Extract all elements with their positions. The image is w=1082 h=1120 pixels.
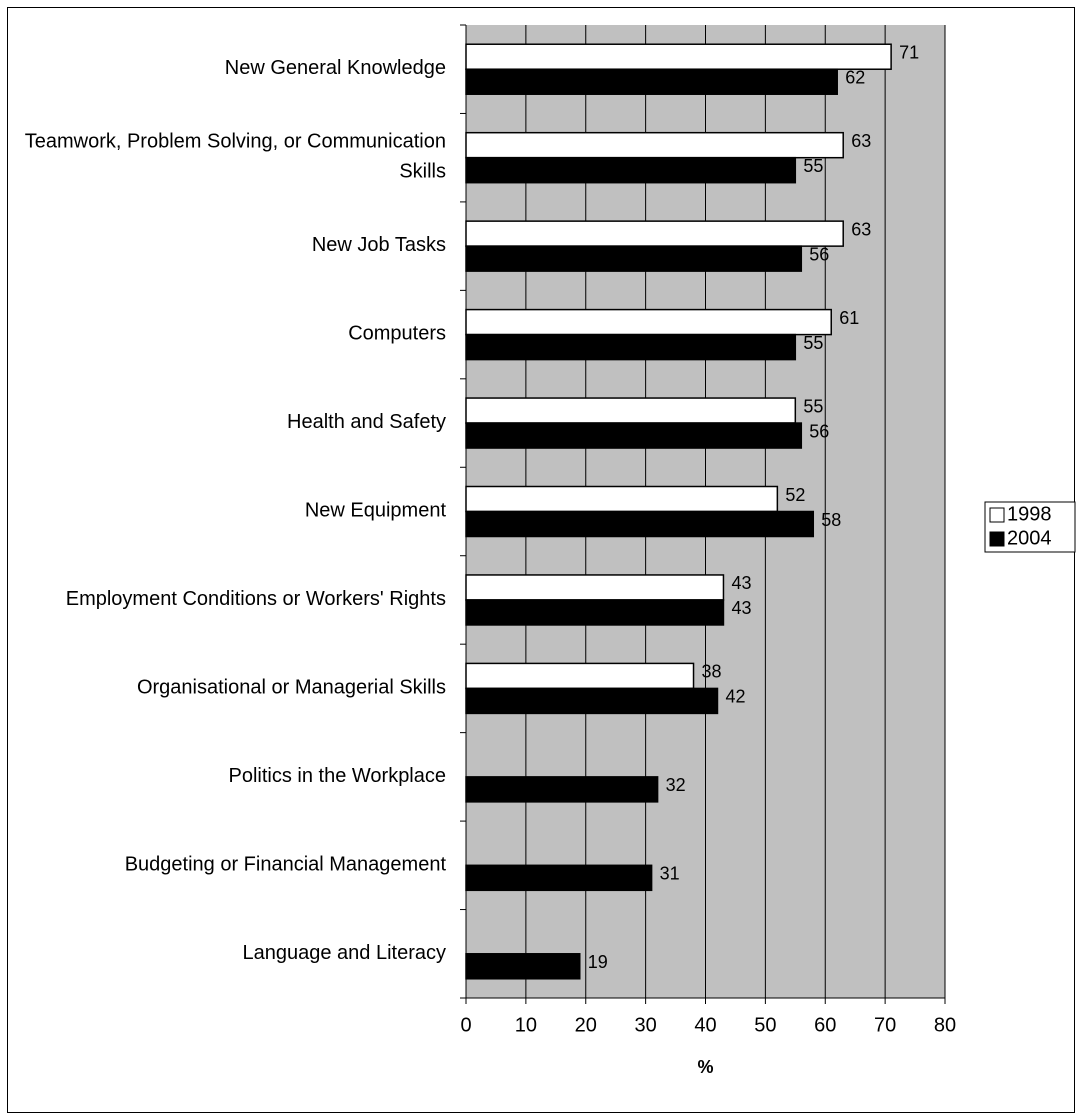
data-label: 56	[809, 421, 829, 441]
data-label: 43	[731, 573, 751, 593]
x-tick-label: 20	[575, 1014, 597, 1036]
data-label: 32	[666, 775, 686, 795]
y-tick-label: Health and Safety	[287, 411, 446, 433]
legend-swatch	[989, 531, 1005, 547]
x-tick-label: 40	[694, 1014, 716, 1036]
data-label: 71	[899, 42, 919, 62]
data-label: 52	[785, 485, 805, 505]
y-tick-label: New General Knowledge	[225, 58, 446, 80]
bar	[465, 864, 653, 892]
bar	[465, 510, 815, 538]
y-tick-label: Computers	[348, 323, 446, 345]
x-tick-label: 10	[515, 1014, 537, 1036]
y-tick-label: Employment Conditions or Workers' Rights	[66, 588, 446, 610]
y-tick-label: Politics in the Workplace	[229, 765, 447, 787]
bar	[465, 68, 838, 95]
bar	[465, 43, 892, 70]
bar	[465, 422, 803, 449]
x-tick-label: 30	[635, 1014, 657, 1036]
bar	[465, 953, 581, 980]
bar	[465, 599, 725, 626]
y-tick-label: New Equipment	[305, 500, 447, 522]
x-axis-label: %	[697, 1057, 713, 1077]
data-label: 55	[803, 396, 823, 416]
legend-label: 2004	[1007, 527, 1052, 549]
data-label: 61	[839, 308, 859, 328]
bar	[465, 776, 659, 803]
data-label: 31	[660, 864, 680, 884]
y-tick-label: New Job Tasks	[312, 234, 446, 256]
data-label: 58	[821, 510, 841, 530]
y-tick-label: Organisational or Managerial Skills	[137, 677, 446, 699]
data-label: 38	[702, 662, 722, 682]
x-tick-label: 80	[934, 1014, 956, 1036]
bar	[465, 397, 797, 424]
bar	[465, 156, 797, 184]
y-tick-label: Language and Literacy	[243, 942, 447, 964]
x-tick-label: 70	[874, 1014, 896, 1036]
bar	[465, 662, 695, 690]
x-tick-label: 50	[754, 1014, 776, 1036]
data-label: 63	[851, 219, 871, 239]
data-label: 56	[809, 244, 829, 264]
data-label: 55	[803, 156, 823, 176]
legend-label: 1998	[1007, 503, 1052, 525]
bar	[465, 574, 725, 601]
bar	[465, 245, 803, 272]
x-tick-label: 60	[814, 1014, 836, 1036]
data-label: 63	[851, 131, 871, 151]
y-tick-label: Teamwork, Problem Solving, or Communicat…	[25, 131, 446, 183]
x-tick-label: 0	[460, 1014, 471, 1036]
data-label: 62	[845, 67, 865, 87]
bar	[465, 308, 832, 336]
bar	[465, 687, 719, 715]
bar	[465, 220, 844, 247]
bar	[465, 131, 844, 159]
data-label: 42	[725, 687, 745, 707]
bar	[465, 333, 797, 361]
data-label: 43	[731, 598, 751, 618]
legend-swatch	[989, 507, 1005, 523]
data-label: 55	[803, 333, 823, 353]
y-tick-label: Budgeting or Financial Management	[125, 854, 447, 876]
bar	[465, 485, 779, 513]
data-label: 19	[588, 952, 608, 972]
